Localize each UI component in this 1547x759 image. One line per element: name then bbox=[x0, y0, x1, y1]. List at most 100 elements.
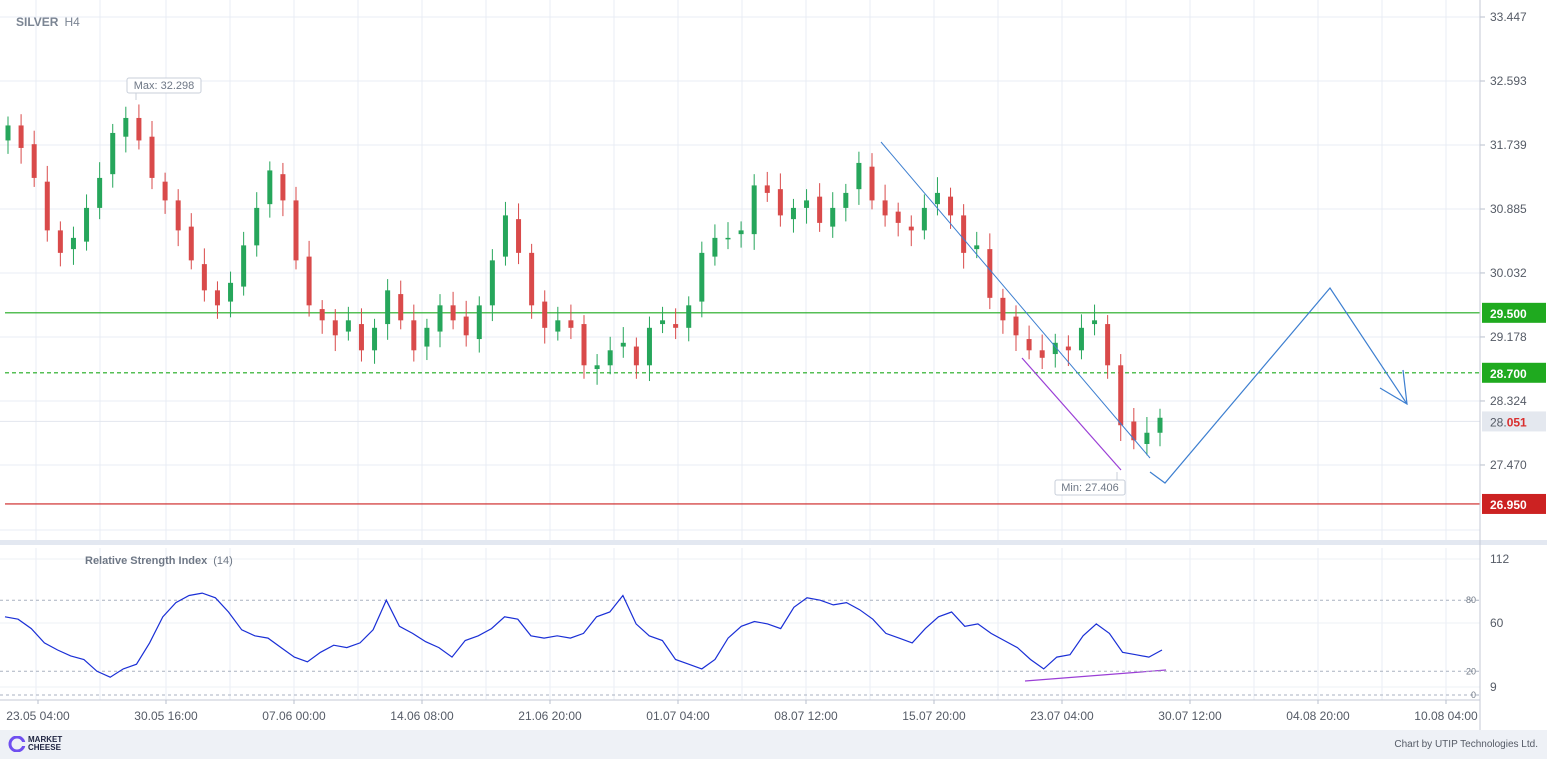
candle-body bbox=[57, 230, 63, 253]
candle-body bbox=[529, 252, 535, 306]
brand-logo[interactable]: MARKET CHEESE bbox=[8, 736, 78, 752]
candle-body bbox=[214, 290, 220, 306]
candle-body bbox=[306, 256, 312, 306]
candlesticks bbox=[5, 104, 1163, 456]
trend-channel-upper bbox=[880, 141, 1151, 459]
candle-body bbox=[1078, 327, 1084, 351]
candle-body bbox=[804, 200, 810, 208]
rsi-period: (14) bbox=[213, 555, 233, 567]
candle-body bbox=[254, 207, 260, 246]
forecast-path bbox=[1149, 287, 1408, 484]
candle-body bbox=[476, 305, 482, 340]
candle-body bbox=[332, 320, 338, 336]
candle-body bbox=[1131, 421, 1137, 441]
footer-bar: MARKET CHEESE Chart by UTIP Technologies… bbox=[0, 730, 1547, 759]
rsi-title: Relative Strength Index (14) bbox=[85, 555, 233, 567]
current-price-tag bbox=[1482, 411, 1546, 432]
level-tag bbox=[1482, 362, 1546, 383]
brand-line-1: MARKET bbox=[28, 735, 63, 744]
candle-body bbox=[136, 117, 142, 141]
candle-body bbox=[948, 196, 954, 216]
panel-separator bbox=[0, 540, 1547, 545]
candle-body bbox=[568, 320, 574, 328]
rsi-axis-label: 9 bbox=[1490, 680, 1497, 694]
cheese-logo-icon bbox=[8, 736, 28, 752]
chart-grid bbox=[0, 0, 1480, 700]
x-axis-label: 01.07 04:00 bbox=[646, 709, 710, 723]
x-axis-label: 08.07 12:00 bbox=[774, 709, 838, 723]
candle-body bbox=[398, 294, 404, 321]
candle-body bbox=[1013, 316, 1019, 336]
y-axis-label: 30.885 bbox=[1490, 202, 1527, 216]
candle-body bbox=[18, 125, 24, 148]
forecast-arrowhead bbox=[1379, 369, 1408, 406]
rsi-axis-label: 112 bbox=[1490, 552, 1509, 566]
candle-body bbox=[856, 162, 862, 190]
price-levels bbox=[0, 312, 1480, 505]
candle-body bbox=[987, 249, 993, 298]
candle-body bbox=[319, 309, 325, 321]
candle-body bbox=[869, 166, 875, 201]
candle-body bbox=[673, 324, 679, 328]
candle-body bbox=[961, 215, 967, 253]
rsi-line bbox=[4, 592, 1163, 678]
brand-line-2: CHEESE bbox=[28, 743, 61, 752]
candle-body bbox=[620, 342, 626, 347]
candle-body bbox=[489, 260, 495, 306]
candle-body bbox=[84, 207, 90, 242]
candle-body bbox=[123, 117, 129, 137]
candle-body bbox=[738, 230, 744, 235]
candle-body bbox=[188, 226, 194, 261]
x-axis-label: 23.05 04:00 bbox=[6, 709, 70, 723]
candle-body bbox=[345, 320, 351, 332]
rsi-level-label: 20 bbox=[1466, 666, 1476, 676]
y-axis-label: 27.470 bbox=[1490, 458, 1527, 472]
y-axis-label: 30.032 bbox=[1490, 266, 1527, 280]
rsi-axis-label: 60 bbox=[1490, 616, 1504, 630]
candle-body bbox=[385, 290, 391, 325]
candle-body bbox=[777, 189, 783, 216]
rsi-divergence-line bbox=[1024, 669, 1167, 682]
x-axis-label: 14.06 08:00 bbox=[390, 709, 454, 723]
candle-body bbox=[463, 316, 469, 336]
rsi-panel: 80 20 0 bbox=[0, 592, 1480, 700]
x-axis-label: 21.06 20:00 bbox=[518, 709, 582, 723]
candle-body bbox=[516, 219, 522, 253]
y-axis-label: 33.447 bbox=[1490, 10, 1527, 24]
extreme-callout-box bbox=[1054, 479, 1126, 496]
price-chart[interactable]: 80 20 0 33.447 32.593 31.739 30.885 30.032 29.1… bbox=[0, 0, 1547, 730]
candle-body bbox=[594, 365, 600, 370]
candle-body bbox=[424, 327, 430, 347]
candle-body bbox=[162, 181, 168, 201]
symbol-label: SILVER H4 bbox=[16, 15, 80, 29]
candle-body bbox=[437, 305, 443, 332]
y-axis-label: 29.178 bbox=[1490, 330, 1527, 344]
timeframe-label: H4 bbox=[64, 15, 80, 29]
rsi-level-label: 0 bbox=[1471, 690, 1476, 700]
candle-body bbox=[908, 226, 914, 231]
candle-body bbox=[44, 181, 50, 231]
extreme-callout-label: Min: 27.406 bbox=[1061, 482, 1118, 494]
candle-body bbox=[1065, 346, 1071, 351]
candle-body bbox=[633, 346, 639, 366]
x-axis-label: 15.07 20:00 bbox=[902, 709, 966, 723]
y-axis-label: 31.739 bbox=[1490, 138, 1527, 152]
x-axis-label: 30.05 16:00 bbox=[134, 709, 198, 723]
candle-body bbox=[241, 245, 247, 287]
level-tag-label: 26.950 bbox=[1490, 498, 1527, 512]
candle-body bbox=[699, 252, 705, 302]
candle-body bbox=[97, 177, 103, 208]
candle-body bbox=[542, 301, 548, 328]
candle-body bbox=[660, 320, 666, 325]
candle-body bbox=[764, 185, 770, 193]
candle-body bbox=[149, 136, 155, 178]
candle-body bbox=[1105, 324, 1111, 366]
candle-body bbox=[646, 327, 652, 366]
level-tag-label: 29.500 bbox=[1490, 307, 1527, 321]
candle-body bbox=[201, 264, 207, 291]
candle-body bbox=[31, 144, 37, 178]
candle-body bbox=[1144, 432, 1150, 444]
rsi-level-label: 80 bbox=[1466, 595, 1476, 605]
candle-body bbox=[895, 211, 901, 223]
chart-credit: Chart by UTIP Technologies Ltd. bbox=[1394, 739, 1538, 750]
